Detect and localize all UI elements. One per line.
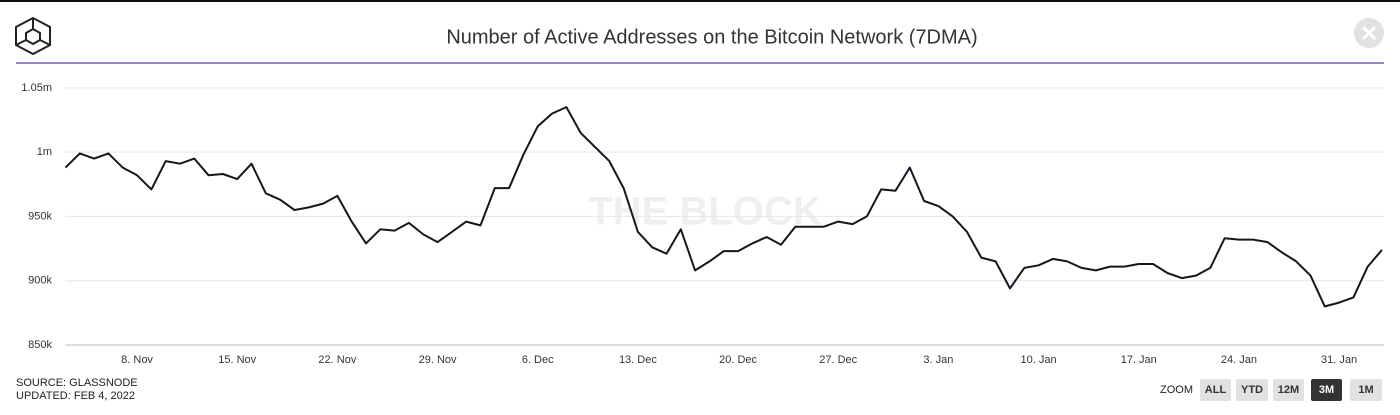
x-tick-label: 8. Nov bbox=[121, 354, 153, 366]
logo bbox=[15, 16, 51, 56]
y-tick-label: 850k bbox=[28, 339, 52, 351]
zoom-button-bg bbox=[1236, 379, 1268, 401]
y-tick-label: 1.05m bbox=[21, 82, 52, 94]
y-tick-label: 900k bbox=[28, 275, 52, 287]
top-border bbox=[0, 0, 1400, 2]
x-tick-label: 22. Nov bbox=[318, 354, 356, 366]
chart-title: Number of Active Addresses on the Bitcoi… bbox=[446, 26, 977, 48]
x-tick-label: 15. Nov bbox=[218, 354, 256, 366]
x-tick-label: 27. Dec bbox=[819, 354, 857, 366]
x-tick-label: 3. Jan bbox=[923, 354, 953, 366]
x-tick-label: 17. Jan bbox=[1121, 354, 1157, 366]
zoom-button[interactable]: 12M bbox=[1273, 379, 1304, 401]
x-tick-label: 31. Jan bbox=[1321, 354, 1357, 366]
x-tick-label: 6. Dec bbox=[522, 354, 554, 366]
x-tick-label: 24. Jan bbox=[1221, 354, 1257, 366]
updated: UPDATED: FEB 4, 2022 bbox=[16, 390, 135, 402]
x-tick-label: 13. Dec bbox=[619, 354, 657, 366]
x-tick-label: 10. Jan bbox=[1021, 354, 1057, 366]
y-tick-label: 1m bbox=[37, 146, 52, 158]
zoom-button-label: 12M bbox=[1278, 384, 1299, 396]
zoom-button-label: 3M bbox=[1319, 384, 1334, 396]
source: SOURCE: GLASSNODE bbox=[16, 377, 138, 389]
zoom-button-bg bbox=[1350, 379, 1382, 401]
zoom-button-bg bbox=[1200, 379, 1231, 401]
zoom-button-bg bbox=[1311, 379, 1342, 401]
zoom-button-label: YTD bbox=[1241, 384, 1263, 396]
zoom-button[interactable]: 3M bbox=[1311, 379, 1342, 401]
zoom-button-label: ALL bbox=[1205, 384, 1227, 396]
zoom-button[interactable]: ALL bbox=[1200, 379, 1231, 401]
zoom-button-bg bbox=[1273, 379, 1304, 401]
x-tick-label: 29. Nov bbox=[419, 354, 457, 366]
watermark: THE BLOCK bbox=[588, 190, 821, 234]
close-button[interactable] bbox=[1354, 18, 1384, 48]
y-tick-label: 950k bbox=[28, 210, 52, 222]
zoom-button-label: 1M bbox=[1358, 384, 1373, 396]
x-tick-label: 20. Dec bbox=[719, 354, 757, 366]
zoom-label: ZOOM bbox=[1160, 384, 1193, 396]
zoom-button[interactable]: 1M bbox=[1350, 379, 1382, 401]
zoom-button[interactable]: YTD bbox=[1236, 379, 1268, 401]
data-line bbox=[64, 106, 1383, 308]
